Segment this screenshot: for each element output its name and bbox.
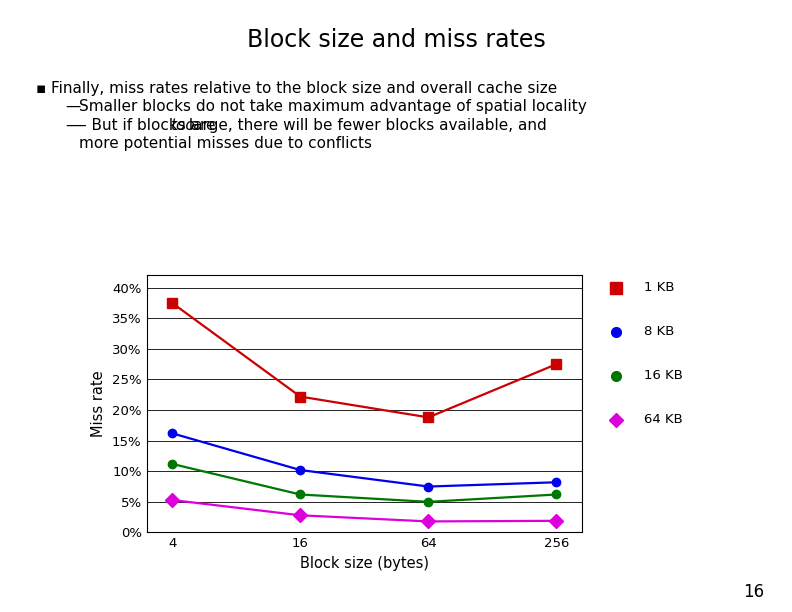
Text: Finally, miss rates relative to the block size and overall cache size: Finally, miss rates relative to the bloc…: [51, 81, 558, 96]
Text: —: —: [65, 99, 80, 114]
Text: too: too: [170, 118, 195, 133]
Text: Smaller blocks do not take maximum advantage of spatial locality: Smaller blocks do not take maximum advan…: [79, 99, 587, 114]
Text: —: —: [65, 118, 80, 133]
Text: large, there will be fewer blocks available, and: large, there will be fewer blocks availa…: [184, 118, 546, 133]
X-axis label: Block size (bytes): Block size (bytes): [300, 556, 428, 571]
Text: Block size and miss rates: Block size and miss rates: [246, 28, 546, 51]
Y-axis label: Miss rate: Miss rate: [92, 371, 106, 437]
Text: 64 KB: 64 KB: [644, 413, 683, 427]
Text: more potential misses due to conflicts: more potential misses due to conflicts: [79, 136, 372, 151]
Text: 16: 16: [743, 583, 764, 601]
Text: 1 KB: 1 KB: [644, 281, 675, 294]
Text: 16 KB: 16 KB: [644, 369, 683, 382]
Text: ▪: ▪: [36, 81, 46, 96]
Text: – But if blocks are: – But if blocks are: [79, 118, 221, 133]
Text: 8 KB: 8 KB: [644, 325, 674, 338]
